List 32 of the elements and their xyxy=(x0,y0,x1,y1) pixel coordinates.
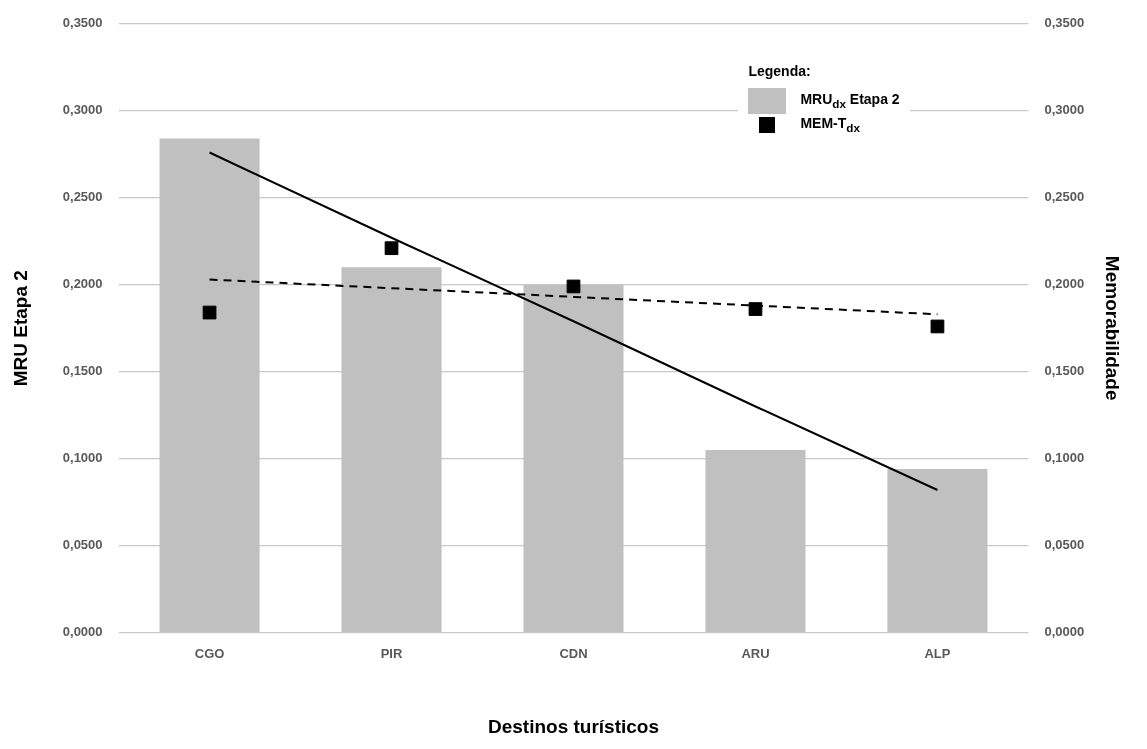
y2-tick-label: 0,1000 xyxy=(1044,450,1085,466)
y-tick-label: 0,2500 xyxy=(62,189,103,205)
x-tick-label: CDN xyxy=(559,645,588,661)
legend-label: MRU$_{dx}$ Etapa 2 xyxy=(800,91,900,111)
y-tick-label: 0,1000 xyxy=(62,450,103,466)
y2-tick-label: 0,3000 xyxy=(1044,102,1085,118)
y-tick-label: 0,0000 xyxy=(62,624,103,640)
point xyxy=(930,319,945,334)
x-tick-label: ARU xyxy=(741,645,770,661)
y2-tick-label: 0,0000 xyxy=(1044,624,1085,640)
y2-axis-title: Memorabilidade xyxy=(1102,255,1124,401)
y-tick-label: 0,0500 xyxy=(62,537,103,553)
point xyxy=(384,241,399,256)
y2-tick-label: 0,2500 xyxy=(1044,189,1085,205)
y2-tick-label: 0,2000 xyxy=(1044,276,1085,292)
y-tick-label: 0,2000 xyxy=(62,276,103,292)
point xyxy=(748,302,763,316)
x-tick-label: PIR xyxy=(380,645,403,661)
y2-tick-label: 0,1500 xyxy=(1044,363,1085,379)
x-tick-label: ALP xyxy=(924,645,951,661)
x-tick-label: CGO xyxy=(194,645,225,661)
point xyxy=(202,305,217,320)
y-axis-title: MRU Etapa 2 xyxy=(9,270,31,387)
y-tick-label: 0,3000 xyxy=(62,102,103,118)
y2-tick-label: 0,3500 xyxy=(1044,15,1085,31)
point xyxy=(566,279,581,294)
x-axis-title: Destinos turísticos xyxy=(487,715,660,737)
y-tick-label: 0,1500 xyxy=(62,363,103,379)
legend-title: Legenda: xyxy=(748,62,812,79)
y-tick-label: 0,3500 xyxy=(62,15,103,31)
legend-label: MEM-T$_{dx}$ xyxy=(800,115,860,135)
y2-tick-label: 0,0500 xyxy=(1044,537,1085,553)
